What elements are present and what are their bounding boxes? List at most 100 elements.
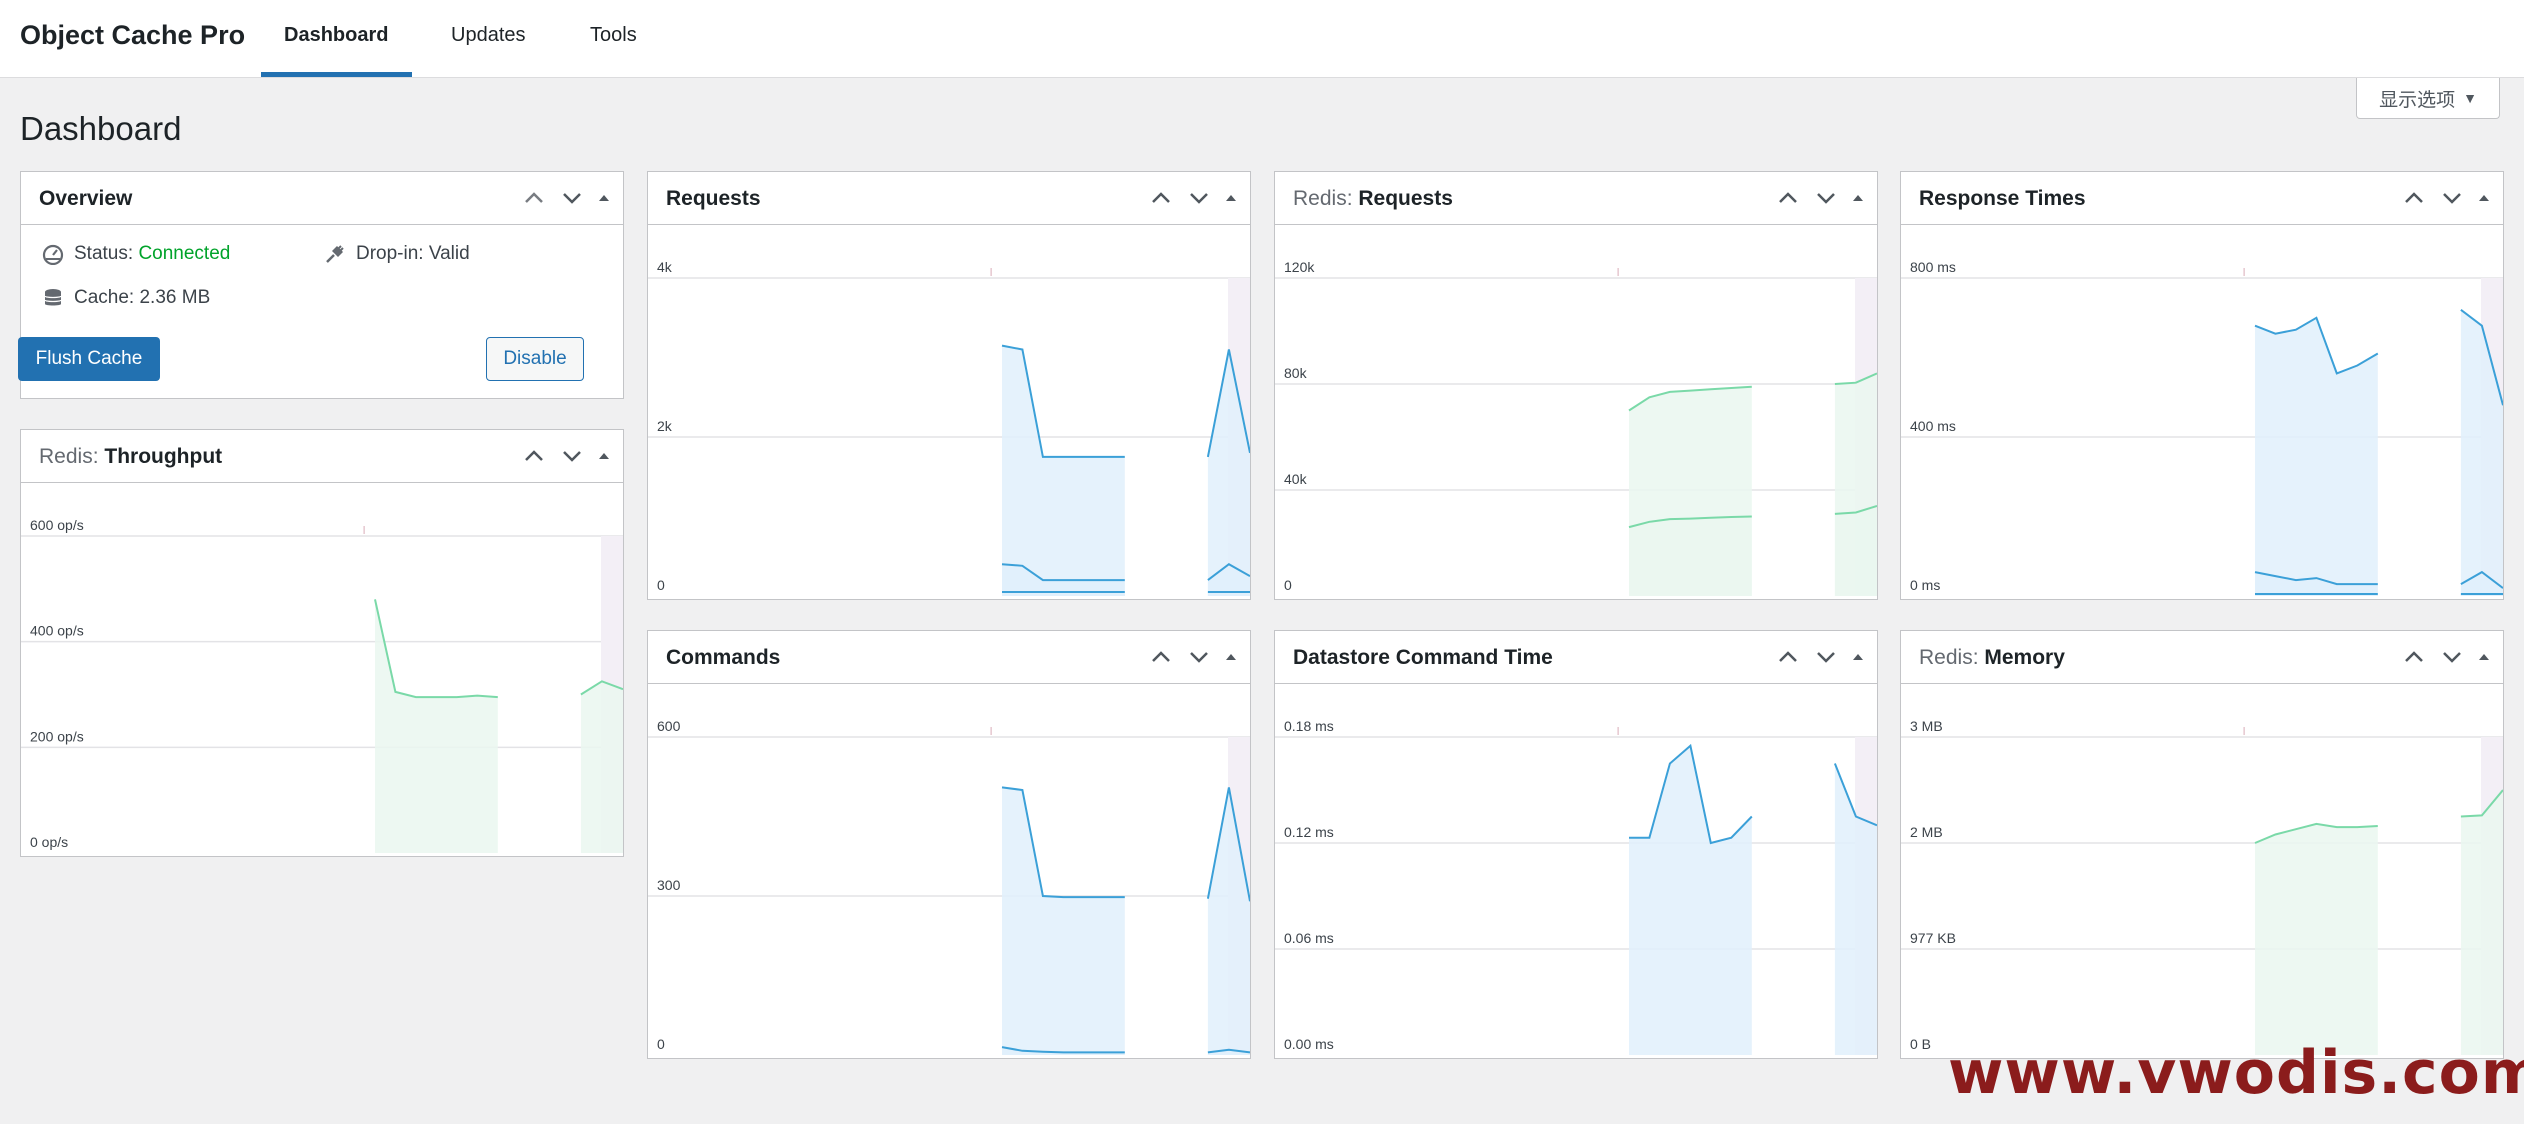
chevron-up-icon[interactable]	[521, 442, 547, 470]
panel-title-text: Commands	[666, 646, 781, 669]
series-area	[1207, 787, 1250, 1055]
chevron-up-icon[interactable]	[521, 184, 547, 212]
series-line	[1001, 563, 1125, 582]
chart-area: 3 MB 2 MB 977 KB 0 B	[1901, 684, 2503, 1058]
top-navigation-bar: Object Cache Pro Dashboard Updates Tools	[0, 0, 2524, 78]
panel-header[interactable]: Commands	[648, 631, 1250, 684]
chevron-up-icon[interactable]	[1148, 643, 1174, 671]
panel-header[interactable]: Redis: Throughput	[21, 430, 623, 483]
chevron-up-icon[interactable]	[1148, 184, 1174, 212]
database-icon	[44, 289, 62, 306]
chevron-up-icon[interactable]	[2401, 184, 2427, 212]
y-tick-label: 200 op/s	[30, 728, 84, 744]
series-line	[1629, 743, 1753, 845]
series-line	[1628, 515, 1752, 529]
active-tab-indicator	[261, 72, 412, 77]
y-tick-label: 0.12 ms	[1284, 824, 1334, 840]
brand-title: Object Cache Pro	[20, 20, 246, 50]
chart-svg: 120k 80k 40k 0	[1275, 259, 1877, 596]
triangle-up-icon[interactable]	[1845, 643, 1871, 671]
datastore-time-panel: Datastore Command Time 0.18 ms 0.12 ms 0.06…	[1274, 630, 1878, 1059]
series-line	[1001, 1046, 1125, 1054]
cache-label: Cache: 2.36 MB	[74, 287, 211, 308]
chevron-down-icon[interactable]	[1813, 184, 1839, 212]
commands-panel: Commands 600 300 0	[647, 630, 1251, 1059]
panel-header[interactable]: Response Times	[1901, 172, 2503, 225]
series-area	[1834, 763, 1877, 1055]
chevron-down-icon[interactable]	[1813, 643, 1839, 671]
series-area	[2255, 572, 2378, 596]
y-tick-label: 0 ms	[1910, 577, 1940, 593]
dashboard-icon	[42, 244, 64, 265]
y-tick-label: 600	[657, 718, 681, 734]
y-tick-label: 4k	[657, 259, 673, 275]
y-tick-label: 80k	[1284, 365, 1308, 381]
panel-title: Redis: Requests	[1293, 187, 1453, 211]
series-area	[1629, 516, 1752, 596]
triangle-up-icon[interactable]	[1845, 184, 1871, 212]
chevron-down-icon[interactable]	[2439, 643, 2465, 671]
panel-title: Response Times	[1919, 187, 2086, 211]
throughput-panel: Redis: Throughput 600 op/s 400 op/s 200 op/…	[20, 429, 624, 857]
triangle-up-icon[interactable]	[1218, 643, 1244, 671]
panel-header[interactable]: Datastore Command Time	[1275, 631, 1877, 684]
redis-requests-panel: Redis: Requests 120k 80k 40k 0	[1274, 171, 1878, 600]
series-area	[2460, 309, 2503, 596]
disable-button[interactable]: Disable	[486, 337, 584, 381]
panel-header[interactable]: Overview	[21, 172, 623, 225]
series-line	[1206, 349, 1250, 458]
series-area	[2460, 572, 2503, 596]
triangle-up-icon[interactable]	[591, 442, 617, 470]
chevron-down-icon[interactable]	[2439, 184, 2465, 212]
triangle-up-icon[interactable]	[2471, 184, 2497, 212]
y-tick-label: 120k	[1284, 259, 1315, 275]
y-tick-label: 0	[1284, 577, 1292, 593]
chevron-down-icon[interactable]	[1186, 643, 1212, 671]
triangle-up-icon[interactable]	[591, 184, 617, 212]
chart-area: 600 op/s 400 op/s 200 op/s 0 op/s	[21, 483, 623, 856]
series-area	[375, 599, 498, 853]
series-area	[1207, 349, 1250, 596]
chevron-down-icon[interactable]	[1186, 184, 1212, 212]
flush-cache-button[interactable]: Flush Cache	[18, 337, 160, 381]
tab-tools[interactable]: Tools	[590, 24, 637, 46]
dropin-row: Drop-in: Valid	[324, 243, 470, 265]
tab-updates[interactable]: Updates	[451, 24, 526, 46]
chevron-down-icon[interactable]	[559, 184, 585, 212]
panel-title: Requests	[666, 187, 761, 211]
cache-row: Cache: 2.36 MB	[42, 287, 210, 309]
screen-options-button[interactable]: 显示选项 ▼	[2356, 78, 2500, 119]
tab-dashboard[interactable]: Dashboard	[284, 24, 389, 46]
chevron-down-icon[interactable]	[559, 442, 585, 470]
chevron-up-icon[interactable]	[1775, 184, 1801, 212]
panel-header[interactable]: Requests	[648, 172, 1250, 225]
status-row: Status: Connected	[42, 243, 230, 265]
panel-title-text: Datastore Command Time	[1293, 646, 1553, 669]
panel-title-prefix: Redis:	[1919, 646, 1979, 669]
panel-title-text: Response Times	[1919, 187, 2086, 210]
chevron-up-icon[interactable]	[2401, 643, 2427, 671]
panel-header[interactable]: Redis: Requests	[1275, 172, 1877, 225]
y-tick-label: 0.00 ms	[1284, 1036, 1334, 1052]
series-line	[2254, 822, 2378, 844]
status-label: Status:	[74, 243, 134, 264]
triangle-up-icon[interactable]	[1218, 184, 1244, 212]
panel-title-text: Memory	[1984, 646, 2065, 669]
series-line	[2460, 309, 2503, 406]
panel-title-text: Requests	[666, 187, 761, 210]
y-tick-label: 0.06 ms	[1284, 930, 1334, 946]
y-tick-label: 0	[657, 577, 665, 593]
y-tick-label: 2k	[657, 418, 673, 434]
panel-title: Datastore Command Time	[1293, 646, 1553, 670]
series-area	[2255, 823, 2378, 1055]
y-tick-label: 977 KB	[1910, 930, 1956, 946]
panel-header[interactable]: Redis: Memory	[1901, 631, 2503, 684]
chevron-up-icon[interactable]	[1775, 643, 1801, 671]
triangle-up-icon[interactable]	[2471, 643, 2497, 671]
series-line	[2460, 570, 2503, 589]
status-value: Connected	[138, 243, 231, 264]
panel-title: Commands	[666, 646, 780, 670]
series-line	[374, 599, 498, 699]
panel-title: Overview	[39, 187, 133, 210]
y-tick-label: 300	[657, 877, 681, 893]
